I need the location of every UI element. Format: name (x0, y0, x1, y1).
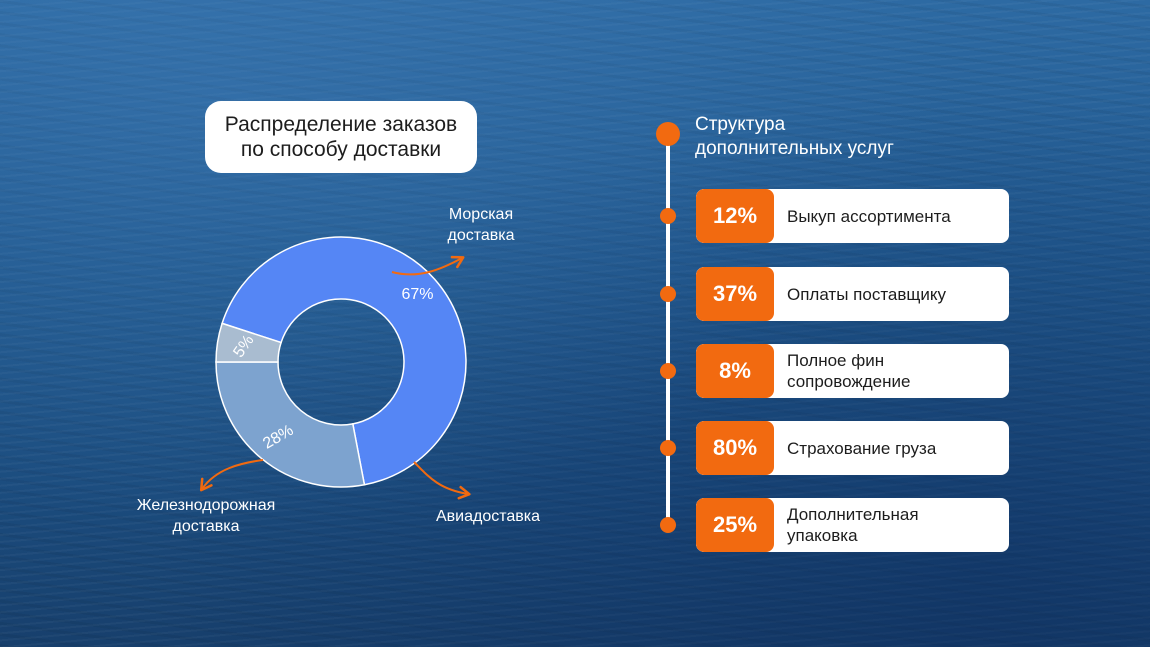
chart-title-box: Распределение заказов по способу доставк… (205, 101, 477, 173)
timeline-dot (660, 440, 676, 456)
timeline-dot (660, 286, 676, 302)
service-row: 37% Оплаты поставщику (696, 267, 1009, 321)
timeline-dot (660, 208, 676, 224)
timeline-start-dot (656, 122, 680, 146)
service-label: Полное фин сопровождение (787, 351, 911, 391)
service-row: 25% Дополнительная упаковка (696, 498, 1009, 552)
arrow-air-icon (413, 461, 471, 500)
service-label: Дополнительная упаковка (787, 505, 919, 545)
service-percent: 37% (696, 267, 774, 321)
slice-value-label: 67% (401, 286, 433, 303)
services-title: Структура дополнительных услуг (695, 114, 894, 159)
chart-title: Распределение заказов по способу доставк… (224, 113, 458, 161)
service-percent: 8% (696, 344, 774, 398)
timeline-line (666, 133, 670, 527)
service-row: 12% Выкуп ассортимента (696, 189, 1009, 243)
slice-air (215, 361, 366, 488)
service-percent: 80% (696, 421, 774, 475)
arrow-sea-icon (391, 255, 465, 276)
service-label: Выкуп ассортимента (787, 206, 951, 226)
service-percent: 12% (696, 189, 774, 243)
service-row: 80% Страхование груза (696, 421, 1009, 475)
service-label: Оплаты поставщику (787, 284, 947, 304)
category-label-air: Авиадоставка (435, 508, 541, 525)
service-row: 8% Полное фин сопровождение (696, 344, 1009, 398)
slice-rail (215, 322, 283, 363)
service-percent: 25% (696, 498, 774, 552)
category-label-sea: Морская доставка (447, 206, 515, 244)
category-label-rail: Железнодорожная доставка (136, 497, 276, 535)
arrow-rail-icon (199, 459, 264, 492)
service-label: Страхование груза (787, 438, 937, 458)
timeline-dot (660, 517, 676, 533)
timeline-dot (660, 363, 676, 379)
